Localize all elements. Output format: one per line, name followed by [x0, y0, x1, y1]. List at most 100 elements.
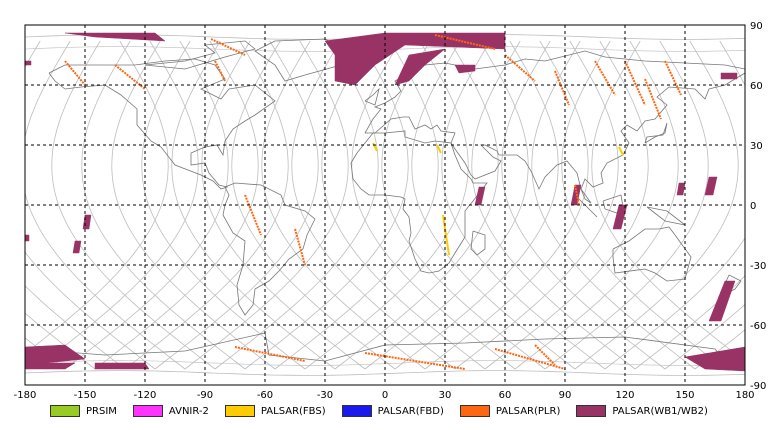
- wb-footprint: [676, 182, 686, 196]
- fbs-strip: [372, 142, 378, 152]
- legend: PRSIM AVNIR-2 PALSAR(FBS) PALSAR(FBD) PALSAR…: [50, 403, 724, 419]
- wb-footprint: [454, 64, 476, 74]
- wb-footprint: [684, 346, 745, 372]
- y-tick-label: -60: [750, 321, 766, 332]
- orbit-track: [334, 40, 499, 370]
- x-tick-label: 0: [382, 390, 388, 401]
- orbit-track: [484, 40, 649, 370]
- orbit-track: [201, 40, 366, 370]
- orbit-track: [184, 40, 349, 370]
- orbit-track: [514, 40, 679, 370]
- orbit-track: [634, 274, 745, 370]
- coastlines: [25, 38, 745, 364]
- orbit-track: [25, 40, 156, 370]
- orbit-track: [531, 40, 696, 370]
- orbit-track: [454, 40, 619, 370]
- orbit-track: [394, 40, 559, 370]
- plr-strip: [214, 60, 226, 82]
- orbit-track: [25, 40, 169, 355]
- wb-footprint: [394, 48, 446, 86]
- plr-strip: [210, 38, 246, 56]
- orbit-track: [25, 40, 186, 370]
- wb-footprint: [72, 240, 82, 254]
- orbit-track: [351, 40, 516, 370]
- coastline: [470, 230, 486, 256]
- x-tick-label: 180: [735, 390, 754, 401]
- x-tick-label: -60: [257, 390, 273, 401]
- orbit-track: [34, 40, 199, 370]
- legend-item: PALSAR(FBD): [341, 405, 444, 417]
- plr-strips: [64, 34, 682, 370]
- wb-footprint: [612, 204, 628, 230]
- fbs-strips: [372, 142, 624, 256]
- orbit-track: [544, 40, 709, 370]
- x-tick-label: -120: [134, 390, 157, 401]
- orbit-track: [381, 40, 546, 370]
- legend-item: PALSAR(WB1/WB2): [576, 405, 708, 417]
- coastline: [612, 226, 692, 282]
- plr-strip: [624, 60, 646, 106]
- wb-footprint: [25, 360, 76, 370]
- coastline: [644, 122, 668, 144]
- wb-footprints: [25, 32, 745, 372]
- wb-footprint: [64, 32, 166, 42]
- y-tick-label: -30: [750, 261, 766, 272]
- plr-strip: [244, 194, 262, 236]
- orbit-track: [231, 40, 396, 370]
- orbit-track: [591, 40, 745, 362]
- orbit-track: [214, 40, 379, 370]
- orbit-track: [124, 40, 289, 370]
- legend-swatch: [132, 405, 163, 417]
- orbit-track: [171, 40, 336, 370]
- wb-footprint: [708, 280, 736, 322]
- legend-swatch: [459, 405, 490, 417]
- x-tick-label: 120: [615, 390, 634, 401]
- wb-footprint: [25, 344, 86, 366]
- orbit-track: [364, 40, 529, 370]
- orbit-track: [561, 40, 726, 370]
- x-tick-label: 150: [675, 390, 694, 401]
- legend-label: PALSAR(FBD): [377, 405, 444, 417]
- y-tick-label: -90: [750, 381, 766, 392]
- plr-strip: [534, 344, 556, 366]
- fbs-strip: [442, 214, 450, 256]
- coastline: [350, 130, 488, 274]
- coastline: [365, 72, 745, 204]
- legend-label: PALSAR(WB1/WB2): [612, 405, 708, 417]
- orbit-track: [81, 40, 246, 370]
- x-tick-label: -180: [14, 390, 37, 401]
- plr-strip: [64, 60, 86, 86]
- legend-item: PALSAR(FBS): [224, 405, 326, 417]
- orbit-track: [64, 40, 229, 370]
- legend-label: PALSAR(FBS): [260, 405, 326, 417]
- legend-swatch: [224, 405, 255, 417]
- y-tick-label: 0: [750, 201, 756, 212]
- coastline: [364, 87, 380, 106]
- plot-frame: [24, 24, 746, 386]
- plr-strip: [504, 54, 536, 82]
- wb-footprint: [25, 60, 32, 66]
- graticule: [25, 25, 745, 385]
- legend-label: AVNIR-2: [168, 405, 209, 417]
- wb-footprint: [94, 362, 150, 370]
- plr-strip: [574, 184, 580, 206]
- x-tick-label: 60: [499, 390, 512, 401]
- orbit-track: [25, 312, 96, 370]
- x-tick-label: -150: [74, 390, 97, 401]
- legend-label: PALSAR(PLR): [495, 405, 561, 417]
- coastline: [222, 182, 316, 316]
- plr-strip: [594, 60, 616, 96]
- x-tick-labels: -180 -150 -120 -90 -60 -30 0 30 60 90 120 150 180: [14, 390, 755, 401]
- legend-label: PRSIM: [86, 405, 117, 417]
- y-tick-label: 60: [750, 81, 763, 92]
- legend-item: PRSIM: [50, 405, 117, 417]
- coastline: [144, 40, 256, 70]
- orbit-track: [411, 40, 576, 370]
- plr-strip: [294, 228, 306, 266]
- orbit-track: [141, 40, 306, 370]
- wb-footprint: [704, 176, 718, 196]
- orbit-track: [51, 40, 216, 370]
- plr-strip: [114, 64, 146, 90]
- x-tick-label: -90: [197, 390, 213, 401]
